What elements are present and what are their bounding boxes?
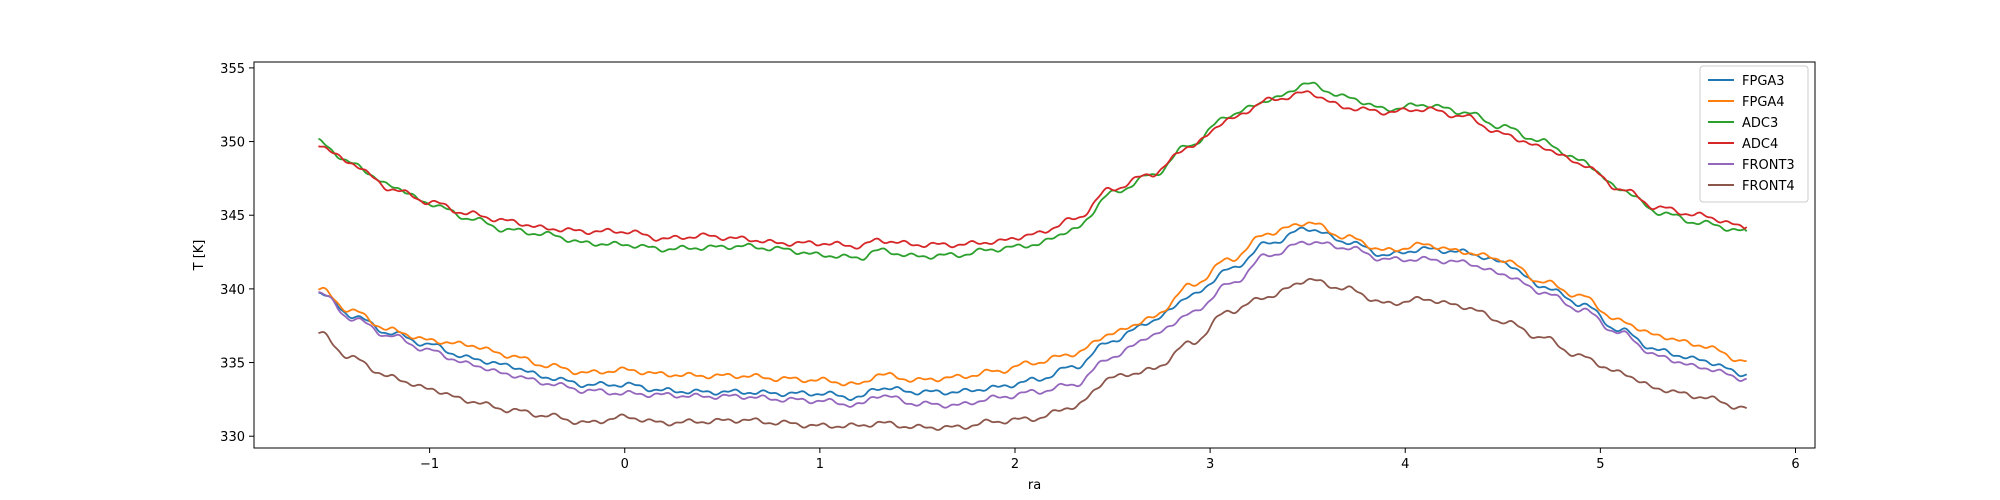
legend-entry-label: FPGA4 — [1742, 95, 1785, 110]
series-layer — [318, 81, 1748, 431]
legend-entry-label: FRONT3 — [1742, 158, 1795, 173]
y-tick-label: 335 — [220, 357, 245, 372]
x-tick-label: −1 — [420, 457, 439, 472]
legend-entry-label: ADC4 — [1742, 137, 1778, 152]
y-tick-label: 330 — [220, 430, 245, 445]
legend-entry-label: ADC3 — [1742, 116, 1778, 131]
y-axis-label: T [K] — [192, 240, 207, 272]
x-tick-label: 0 — [621, 457, 629, 472]
x-tick-label: 3 — [1206, 457, 1214, 472]
series-line-fpga4 — [318, 221, 1747, 387]
x-tick-label: 1 — [816, 457, 824, 472]
y-tick-label: 340 — [220, 283, 245, 298]
legend-entry-label: FRONT4 — [1742, 179, 1795, 194]
x-tick-label: 5 — [1596, 457, 1604, 472]
x-axis-ticks: −1 0 1 2 3 4 5 6 — [420, 448, 1800, 472]
series-line-front4 — [318, 277, 1748, 431]
series-line-adc3 — [318, 81, 1748, 261]
legend: FPGA3 FPGA4 ADC3 ADC4 FRONT3 FRONT4 — [1699, 65, 1809, 203]
axes-frame — [253, 61, 1816, 449]
y-axis-ticks: 330 335 340 345 350 355 — [220, 62, 254, 445]
x-axis-label: ra — [1028, 478, 1041, 493]
series-line-fpga3 — [318, 226, 1748, 402]
x-tick-label: 6 — [1791, 457, 1799, 472]
series-line-front3 — [318, 240, 1747, 409]
x-tick-label: 4 — [1401, 457, 1409, 472]
y-tick-label: 345 — [220, 209, 245, 224]
series-line-adc4 — [318, 90, 1748, 250]
x-tick-label: 2 — [1011, 457, 1019, 472]
y-tick-label: 355 — [220, 62, 245, 77]
legend-entry-label: FPGA3 — [1742, 74, 1785, 89]
y-tick-label: 350 — [220, 136, 245, 151]
